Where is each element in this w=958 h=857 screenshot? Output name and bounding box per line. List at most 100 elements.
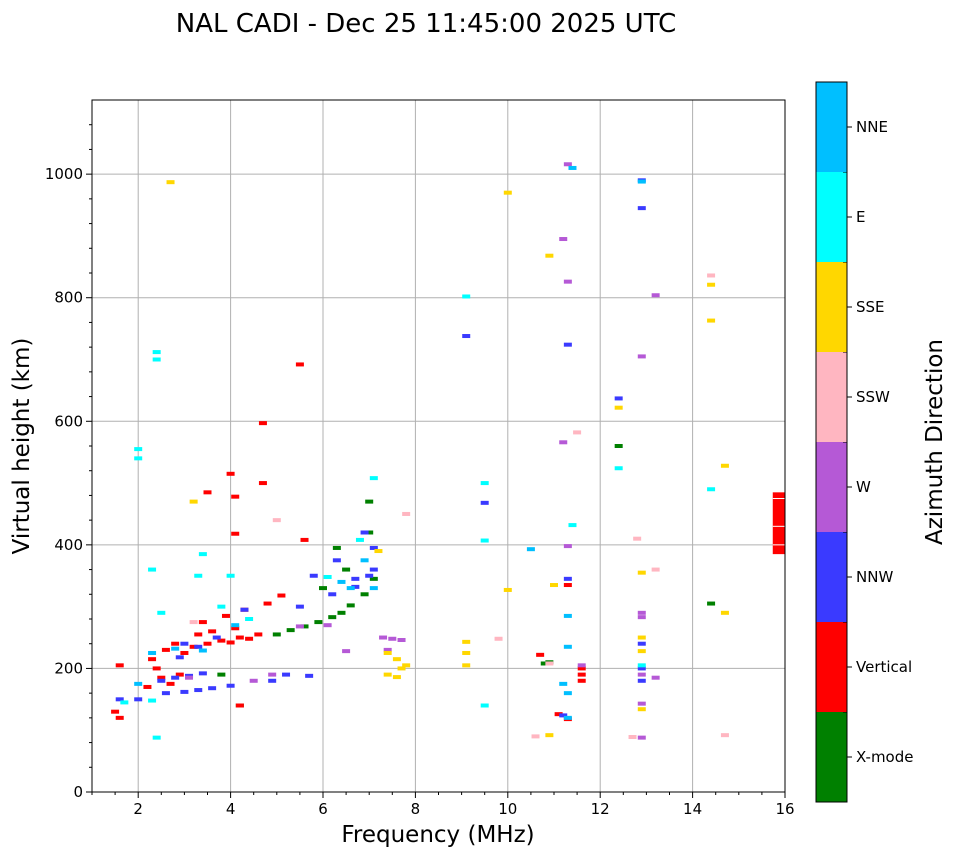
echo-point-vertical	[577, 678, 586, 683]
colorbar-swatch-vertical	[816, 622, 847, 712]
echo-point-nnw	[194, 688, 203, 693]
echo-point-x-mode	[332, 545, 341, 550]
y-tick-label: 400	[54, 536, 83, 554]
echo-point-vertical	[217, 638, 226, 643]
echo-point-x-mode	[337, 610, 346, 615]
echo-point-sse	[720, 610, 729, 615]
echo-point-vertical	[277, 593, 286, 598]
echo-point-nnw	[268, 678, 277, 683]
echo-point-w	[637, 615, 646, 620]
echo-point-w	[637, 354, 646, 359]
echo-point-w	[268, 672, 277, 677]
echo-point-ssw	[628, 735, 637, 740]
echo-point-nnw	[157, 678, 166, 683]
echo-point-w	[637, 701, 646, 706]
echo-point-nnw	[180, 689, 189, 694]
echo-point-sse	[503, 587, 512, 592]
echo-point-vertical	[166, 681, 175, 686]
echo-point-ssw	[189, 620, 198, 625]
echo-point-nnw	[134, 697, 143, 702]
colorbar-label: Azimuth Direction	[922, 339, 948, 545]
echo-point-vertical	[161, 647, 170, 652]
x-tick-label: 4	[226, 800, 236, 818]
echo-point-sse	[374, 549, 383, 554]
echo-point-w	[185, 675, 194, 680]
echo-point-nnw	[563, 342, 572, 347]
echo-point-e	[355, 537, 364, 542]
echo-point-nnw	[198, 671, 207, 676]
echo-point-e	[614, 466, 623, 471]
echo-point-e	[323, 574, 332, 579]
echo-point-nnw	[115, 697, 124, 702]
echo-point-w	[651, 675, 660, 680]
echo-point-vertical	[295, 362, 304, 367]
echo-point-nnw	[351, 576, 360, 581]
echo-point-e	[480, 703, 489, 708]
echo-point-vertical	[189, 644, 198, 649]
echo-point-nne	[231, 623, 240, 628]
echo-point-nne	[198, 648, 207, 653]
echo-point-vertical	[194, 632, 203, 637]
echo-point-nnw	[351, 584, 360, 589]
echo-point-nne	[563, 644, 572, 649]
echo-point-nne	[148, 650, 157, 655]
echo-point-vertical	[263, 601, 272, 606]
x-tick-label: 6	[318, 800, 328, 818]
echo-point-ssw	[272, 518, 281, 523]
echo-point-sse	[189, 499, 198, 504]
echo-point-nne	[337, 579, 346, 584]
echo-point-e	[217, 604, 226, 609]
echo-point-e	[157, 610, 166, 615]
echo-point-nnw	[480, 500, 489, 505]
data-points	[111, 162, 785, 740]
echo-point-e	[148, 567, 157, 572]
echo-point-nnw	[637, 641, 646, 646]
echo-point-vertical	[235, 703, 244, 708]
echo-point-sse	[637, 635, 646, 640]
colorbar-swatch-w	[816, 442, 847, 532]
echo-point-x-mode	[217, 672, 226, 677]
echo-point-vertical	[231, 531, 240, 536]
echo-point-w	[563, 544, 572, 549]
echo-point-e	[245, 617, 254, 621]
echo-point-nne	[526, 547, 535, 552]
echo-point-vertical	[254, 632, 263, 637]
axis-ticks: 2 4 6 8 10 12 14 16 0 200 400 600 800 1000	[45, 124, 795, 818]
echo-point-sse	[397, 666, 406, 671]
echo-point-vertical	[171, 641, 180, 646]
echo-point-nnw	[365, 573, 374, 578]
echo-point-nnw	[360, 530, 369, 535]
colorbar-tick-label: SSE	[856, 298, 885, 316]
echo-point-e	[134, 456, 143, 461]
echo-point-w	[342, 649, 351, 654]
echo-point-x-mode	[342, 567, 351, 572]
echo-point-nne	[637, 179, 646, 184]
echo-point-w	[563, 279, 572, 284]
echo-point-vertical	[245, 636, 254, 641]
echo-point-x-mode	[286, 628, 295, 633]
echo-point-sse	[402, 663, 411, 668]
echo-point-vertical	[180, 650, 189, 655]
echo-point-sse	[614, 405, 623, 410]
echo-point-vertical	[143, 684, 152, 689]
echo-point-e	[198, 552, 207, 557]
echo-point-w	[323, 623, 332, 628]
echo-point-x-mode	[365, 530, 374, 535]
echo-point-x-mode	[614, 444, 623, 448]
echo-point-vertical	[208, 629, 217, 634]
echo-point-w	[249, 678, 258, 683]
echo-point-e	[637, 663, 646, 668]
echo-point-w	[637, 672, 646, 677]
echo-point-nnw	[175, 655, 184, 660]
echo-point-vertical	[148, 657, 157, 662]
y-tick-label: 200	[54, 659, 83, 677]
echo-point-sse	[545, 733, 554, 738]
colorbar: X-mode Vertical NNW W SSW SSE E NNE	[815, 81, 913, 803]
echo-point-vertical	[577, 672, 586, 677]
echo-point-nnw	[637, 206, 646, 211]
echo-point-nnw	[637, 666, 646, 671]
echo-point-vertical	[203, 641, 212, 646]
echo-point-vertical	[198, 620, 207, 625]
echo-point-x-mode	[272, 632, 281, 637]
